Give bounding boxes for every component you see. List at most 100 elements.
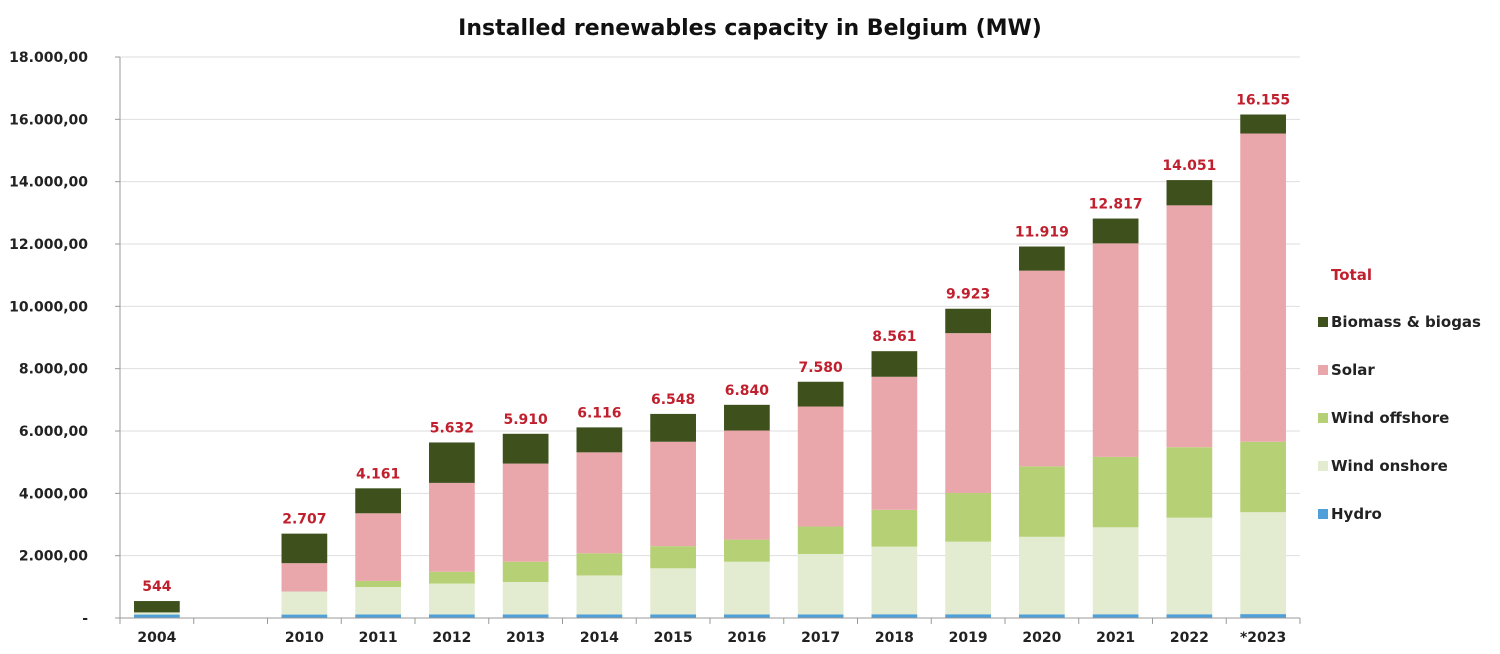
bar-solar-2010 [281, 563, 328, 592]
bar-biomass-biogas-2021 [1092, 218, 1139, 244]
bar-solar-2021 [1092, 243, 1139, 457]
x-tick-label: 2010 [285, 630, 324, 646]
legend-label: Wind onshore [1331, 457, 1448, 475]
bar-biomass-biogas-2015 [650, 413, 696, 442]
bar-wind-onshore-2019 [945, 541, 991, 615]
x-axis-ticks: 2004 2010 2011 2012 2013 2014 2015 2016 2017 2018… [119, 618, 1301, 646]
x-tick-label: 2022 [1170, 630, 1209, 646]
x-tick-label: 2016 [727, 630, 766, 646]
legend-label: Hydro [1331, 505, 1382, 523]
bar-biomass-biogas-2011 [355, 488, 401, 514]
bar-hydro-2019 [945, 614, 991, 618]
y-tick-label: 8.000,00 [19, 362, 88, 378]
total-label: 7.580 [798, 360, 843, 376]
x-tick-label: *2023 [1240, 630, 1286, 646]
bar-biomass-biogas-2017 [797, 381, 844, 407]
bar-wind-onshore-2012 [429, 583, 475, 615]
bar-biomass-biogas-2018 [871, 351, 918, 377]
bar-wind-onshore-2013 [502, 582, 549, 615]
bar-biomass-biogas-2010 [281, 533, 328, 564]
bar-wind-onshore-2015 [650, 568, 696, 615]
y-tick-label: 14.000,00 [9, 175, 88, 191]
bar-hydro-2014 [576, 614, 623, 618]
y-tick-label: 12.000,00 [9, 237, 88, 253]
bar-solar-2014 [576, 452, 623, 554]
x-tick-label: 2019 [949, 630, 988, 646]
bar-solar-2019 [945, 333, 991, 494]
legend-label: Wind offshore [1331, 409, 1449, 427]
y-tick-label: 6.000,00 [19, 424, 88, 440]
total-label: 14.051 [1162, 158, 1216, 174]
bar-hydro-2021 [1092, 614, 1139, 618]
x-tick-label: 2013 [506, 630, 545, 646]
legend-label: Solar [1331, 361, 1375, 379]
total-label: 11.919 [1015, 225, 1069, 241]
legend-swatch [1318, 365, 1328, 375]
bar-solar-2015 [650, 441, 696, 547]
total-label: 5.632 [430, 420, 474, 436]
x-tick-label: 2021 [1096, 630, 1135, 646]
bar-hydro-2010 [281, 614, 328, 618]
bar-wind-offshore-2014 [576, 553, 623, 576]
bar-biomass-biogas-*2023 [1240, 114, 1286, 134]
bar-wind-offshore-2012 [429, 571, 475, 584]
total-label: 544 [142, 579, 171, 595]
bars [134, 114, 1286, 618]
y-tick-label: 16.000,00 [9, 112, 88, 128]
legend-swatch [1318, 317, 1328, 327]
bar-wind-onshore-2004 [134, 612, 180, 615]
legend-swatch [1318, 413, 1328, 423]
total-label: 8.561 [872, 329, 916, 345]
bar-wind-offshore-2017 [797, 526, 844, 554]
bar-biomass-biogas-2020 [1019, 246, 1065, 271]
x-tick-label: 2004 [137, 630, 176, 646]
bar-wind-offshore-2019 [945, 493, 991, 542]
bar-solar-2013 [502, 463, 549, 562]
bar-biomass-biogas-2013 [502, 433, 549, 464]
bar-biomass-biogas-2016 [724, 404, 770, 431]
y-tick-label: 18.000,00 [9, 50, 88, 66]
bar-wind-onshore-2010 [281, 591, 328, 615]
bar-hydro-2020 [1019, 614, 1065, 618]
y-tick-label: 10.000,00 [9, 299, 88, 315]
x-tick-label: 2017 [801, 630, 840, 646]
bar-solar-2016 [724, 430, 770, 540]
bar-wind-onshore-2016 [724, 561, 770, 615]
legend-swatch [1318, 509, 1328, 519]
x-tick-label: 2014 [580, 630, 619, 646]
bar-wind-onshore-2018 [871, 546, 918, 615]
bar-biomass-biogas-2004 [134, 601, 180, 613]
y-tick-label: 4.000,00 [19, 486, 88, 502]
bar-solar-2012 [429, 482, 475, 572]
y-axis-ticks: - 2.000,00 4.000,00 6.000,00 8.000,00 10.000,… [9, 50, 120, 627]
bar-wind-offshore-2011 [355, 580, 401, 587]
bar-hydro-2012 [429, 614, 475, 618]
bar-wind-onshore-2014 [576, 575, 623, 615]
bar-wind-onshore-2021 [1092, 527, 1139, 615]
x-tick-label: 2011 [359, 630, 398, 646]
total-labels: 544 2.707 4.161 5.632 5.910 6.116 6.548 6.840 7.… [142, 93, 1290, 596]
bar-biomass-biogas-2019 [945, 308, 991, 334]
bar-biomass-biogas-2022 [1166, 180, 1213, 206]
y-tick-label: - [82, 611, 88, 627]
legend-label: Biomass & biogas [1331, 313, 1481, 331]
bar-solar-2020 [1019, 270, 1065, 467]
legend-title: Total [1331, 266, 1372, 284]
total-label: 12.817 [1089, 197, 1143, 213]
bar-hydro-2015 [650, 614, 696, 618]
bar-wind-offshore-2013 [502, 561, 549, 583]
legend-swatch [1318, 461, 1328, 471]
bar-hydro-2017 [797, 614, 844, 618]
chart-title: Installed renewables capacity in Belgium… [458, 16, 1042, 41]
bar-wind-offshore-2016 [724, 539, 770, 562]
bar-hydro-2011 [355, 614, 401, 618]
y-tick-label: 2.000,00 [19, 549, 88, 565]
x-tick-label: 2015 [654, 630, 693, 646]
total-label: 6.840 [725, 383, 770, 399]
bar-solar-*2023 [1240, 133, 1286, 442]
bar-solar-2011 [355, 513, 401, 581]
x-tick-label: 2020 [1022, 630, 1061, 646]
bar-wind-onshore-2011 [355, 586, 401, 615]
x-tick-label: 2018 [875, 630, 914, 646]
total-label: 16.155 [1236, 93, 1290, 109]
